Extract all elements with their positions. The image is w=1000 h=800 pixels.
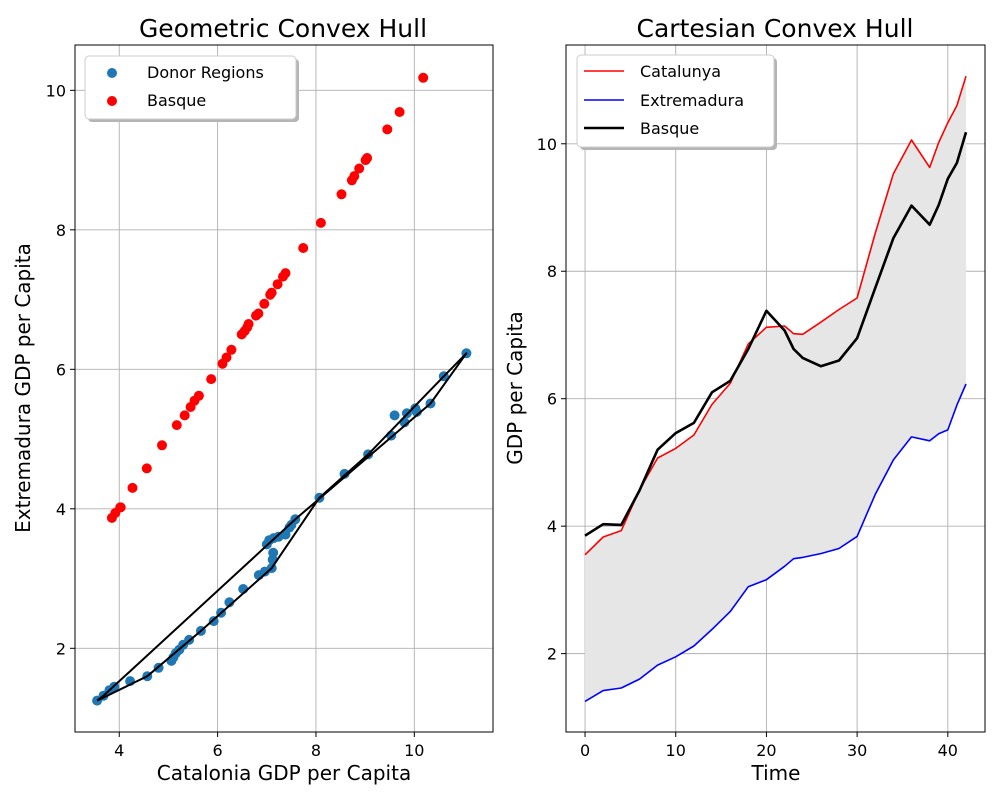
y-tick-label: 10 (537, 135, 557, 154)
plot-fill (585, 76, 966, 702)
y-tick-label: 4 (547, 517, 557, 536)
legend-box (84, 55, 297, 120)
legend-label-basque: Basque (640, 119, 699, 138)
x-axis-label: Catalonia GDP per Capita (157, 761, 411, 785)
scatter-point-basque (193, 390, 204, 401)
scatter-point-basque (141, 463, 152, 474)
scatter-point-basque (157, 440, 167, 451)
legend-box (576, 54, 775, 148)
geometric-hull-panel: Geometric Convex Hull 4 6 8 10 2 4 6 8 10 Catalo… (11, 14, 494, 785)
axis-ticks: 4 6 8 10 2 4 6 8 10 (46, 81, 425, 760)
scatter-point-basque (253, 308, 264, 319)
scatter-point-basque (349, 171, 360, 182)
series-line-catalunya (584, 75, 967, 556)
legend-marker-donor-regions (107, 68, 117, 78)
scatter-point-basque (266, 287, 277, 298)
y-axis-label: GDP per Capita (503, 311, 527, 464)
plot-frame (565, 44, 986, 733)
legend-label-extremadura: Extremadura (640, 91, 744, 110)
scatter-point-basque (298, 243, 309, 253)
y-axis-label: Extremadura GDP per Capita (11, 243, 35, 533)
y-tick-label: 6 (56, 360, 66, 379)
scatter-point-basque (382, 124, 393, 135)
axis-ticks: 0 10 20 30 40 2 4 6 8 10 (537, 135, 958, 760)
scatter-point-basque (127, 482, 138, 493)
x-tick-label: 40 (938, 741, 958, 760)
plot-marks (584, 75, 968, 703)
x-axis-label: Time (751, 761, 801, 785)
chart-title: Geometric Convex Hull (139, 14, 427, 43)
scatter-point-basque (362, 153, 373, 163)
y-tick-label: 2 (56, 639, 66, 658)
legend-label-donor-regions: Donor Regions (147, 63, 264, 82)
x-tick-label: 10 (666, 741, 686, 760)
x-tick-label: 20 (756, 741, 776, 760)
scatter-point-basque (179, 410, 190, 421)
legend-marker-basque (107, 96, 117, 106)
legend: Catalunya Extremadura Basque (576, 54, 777, 150)
chart-title: Cartesian Convex Hull (637, 14, 914, 43)
legend: Donor Regions Basque (84, 55, 299, 122)
hull-fill-area (585, 76, 966, 702)
series-line-basque (584, 131, 968, 537)
plot-marks (92, 72, 472, 706)
scatter-point-basque (272, 279, 283, 290)
scatter-point-basque (206, 374, 217, 385)
x-tick-label: 6 (213, 741, 223, 760)
series-line-extremadura (584, 383, 967, 703)
y-tick-label: 10 (46, 81, 66, 100)
scatter-point-basque (354, 163, 365, 174)
scatter-point-basque (259, 298, 270, 309)
legend-label-catalunya: Catalunya (640, 62, 721, 81)
y-tick-label: 8 (56, 221, 66, 240)
scatter-point-basque (336, 189, 347, 200)
scatter-point-basque (394, 107, 405, 117)
plot-frame (74, 44, 494, 733)
scatter-point-basque (221, 352, 232, 363)
scatter-point-basque (115, 502, 126, 513)
y-tick-label: 6 (547, 390, 557, 409)
scatter-point-donor-regions (268, 547, 279, 558)
scatter-point-basque (171, 420, 182, 431)
grid (75, 45, 493, 732)
x-tick-label: 0 (580, 741, 590, 760)
scatter-point-donor-regions (224, 597, 235, 608)
x-tick-label: 4 (114, 741, 124, 760)
scatter-point-basque (226, 344, 237, 355)
y-tick-label: 8 (547, 262, 557, 281)
x-tick-label: 10 (404, 741, 424, 760)
cartesian-hull-panel: Cartesian Convex Hull 0 10 20 30 40 2 4 6 8 10 Ti… (503, 14, 986, 785)
legend-label-basque: Basque (147, 91, 206, 110)
x-tick-label: 8 (311, 741, 321, 760)
x-tick-label: 30 (847, 741, 867, 760)
y-tick-label: 2 (547, 645, 557, 664)
convex-hull-line (96, 352, 468, 702)
scatter-point-donor-regions (389, 410, 400, 421)
scatter-point-basque (243, 319, 254, 329)
y-tick-label: 4 (56, 500, 66, 519)
scatter-point-basque (315, 217, 326, 228)
scatter-point-basque (418, 72, 429, 83)
scatter-point-basque (280, 268, 291, 279)
